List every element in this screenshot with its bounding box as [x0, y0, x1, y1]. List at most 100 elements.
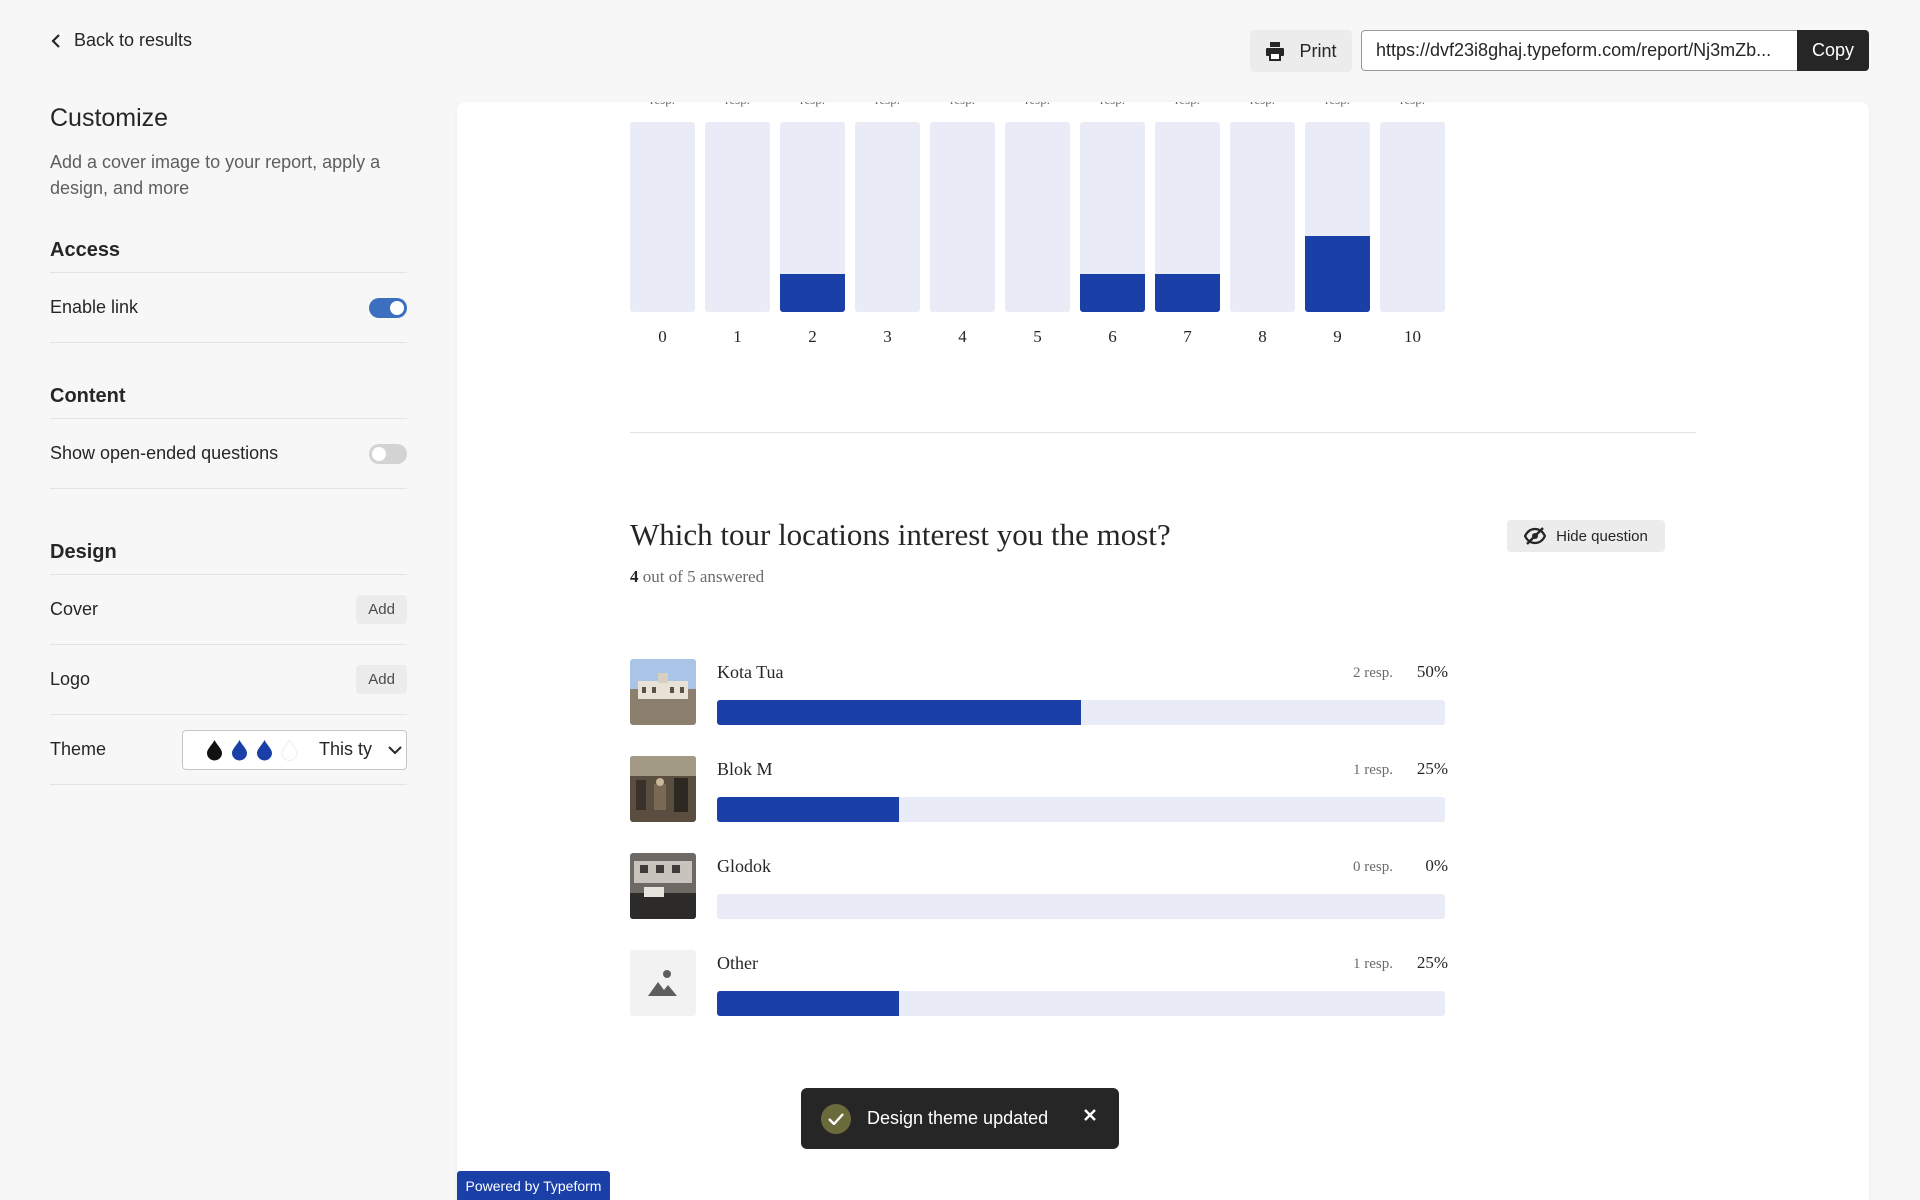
chevron-down-icon: [388, 745, 402, 754]
blok-m-photo: [630, 756, 696, 822]
list-item: Other 1 resp. 25%: [630, 950, 1448, 1016]
customize-sidebar: Customize Add a cover image to your repo…: [50, 104, 407, 785]
option-progress-track: [717, 991, 1445, 1016]
list-item: Glodok 0 resp. 0%: [630, 853, 1448, 919]
kota-tua-photo: [630, 659, 696, 725]
report-panel: resp. 0 resp. 1 resp. 2 resp. 3 resp. 4 resp. 5 resp…: [457, 102, 1869, 1200]
logo-label: Logo: [50, 669, 91, 689]
bar-track: [630, 122, 695, 312]
enable-link-row: Enable link: [50, 273, 407, 343]
close-icon[interactable]: [1083, 1108, 1097, 1122]
theme-color-drop-icon: [281, 738, 298, 761]
bar-track: [855, 122, 920, 312]
bar-top-label: resp.: [930, 102, 995, 108]
theme-row: Theme This ty: [50, 715, 407, 785]
report-url-field[interactable]: https://dvf23i8ghaj.typeform.com/report/…: [1361, 30, 1798, 71]
sidebar-subtitle: Add a cover image to your report, apply …: [50, 152, 381, 198]
list-item: Blok M 1 resp. 25%: [630, 756, 1448, 822]
bar-track: [1080, 122, 1145, 312]
x-tick-label: 4: [958, 327, 967, 346]
x-tick-label: 9: [1333, 327, 1342, 346]
bar-top-label: resp.: [630, 102, 695, 108]
option-percentage: 25%: [1416, 759, 1448, 778]
image-placeholder-icon: [630, 950, 696, 1016]
powered-by-typeform-badge[interactable]: Powered by Typeform: [457, 1171, 610, 1200]
option-percentage: 0%: [1425, 856, 1448, 875]
x-tick-label: 5: [1033, 327, 1042, 346]
toggle-knob: [372, 446, 386, 461]
cover-label: Cover: [50, 599, 99, 619]
add-logo-button[interactable]: Add: [356, 665, 407, 694]
answered-summary: 4 out of 5 answered: [630, 567, 764, 587]
x-tick-label: 2: [808, 327, 817, 346]
bar-top-label: resp.: [1005, 102, 1070, 108]
bar-track: [1230, 122, 1295, 312]
option-response-count: 1 resp.: [1353, 762, 1393, 778]
option-progress-fill: [717, 700, 1081, 725]
bar-top-label: resp.: [1155, 102, 1220, 108]
option-percentage: 50%: [1416, 662, 1448, 681]
theme-color-drop-icon: [232, 739, 247, 760]
option-name: Kota Tua: [717, 662, 784, 682]
bar-top-label: resp.: [780, 102, 845, 108]
bar-track: [1155, 122, 1220, 312]
x-tick-label: 8: [1258, 327, 1267, 346]
open-ended-row: Show open-ended questions: [50, 419, 407, 489]
option-progress-fill: [717, 991, 899, 1016]
glodok-photo: [630, 853, 696, 919]
bar-track: [1305, 122, 1370, 312]
chevron-left-icon: [51, 33, 60, 48]
enable-link-label: Enable link: [50, 297, 139, 317]
bar-track: [705, 122, 770, 312]
bar-top-label: resp.: [1080, 102, 1145, 108]
answered-suffix: out of 5 answered: [642, 567, 765, 586]
hide-question-label: Hide question: [1556, 527, 1648, 545]
sidebar-title: Customize: [50, 104, 169, 132]
design-heading: Design: [50, 541, 407, 575]
option-progress-track: [717, 894, 1445, 919]
x-tick-label: 0: [658, 327, 667, 346]
bar: [1305, 236, 1370, 312]
bar-track: [1005, 122, 1070, 312]
back-to-results-label: Back to results: [74, 30, 193, 50]
option-progress-fill: [717, 797, 899, 822]
access-heading: Access: [50, 239, 407, 273]
content-heading: Content: [50, 385, 407, 419]
option-name: Glodok: [717, 856, 771, 876]
bar-track: [930, 122, 995, 312]
print-label: Print: [1299, 40, 1337, 61]
x-tick-label: 6: [1108, 327, 1117, 346]
toggle-knob: [390, 300, 404, 315]
eye-off-icon: [1524, 527, 1547, 545]
bar: [1080, 274, 1145, 312]
add-cover-button[interactable]: Add: [356, 595, 407, 624]
bar-track: [780, 122, 845, 312]
theme-select[interactable]: This ty: [182, 729, 407, 770]
check-icon: [821, 1103, 851, 1134]
cover-row: Cover Add: [50, 575, 407, 645]
open-ended-toggle[interactable]: [369, 443, 407, 464]
open-ended-label: Show open-ended questions: [50, 443, 279, 463]
option-response-count: 1 resp.: [1353, 956, 1393, 972]
logo-row: Logo Add: [50, 645, 407, 715]
bar: [780, 274, 845, 312]
x-tick-label: 3: [883, 327, 892, 346]
section-divider: [630, 432, 1696, 433]
x-tick-label: 10: [1404, 327, 1421, 346]
printer-icon: [1266, 42, 1285, 61]
theme-select-value: This ty: [319, 739, 373, 759]
theme-color-drop-icon: [257, 739, 272, 760]
bar-top-label: resp.: [705, 102, 770, 108]
hide-question-button[interactable]: Hide question: [1507, 520, 1665, 552]
option-name: Other: [717, 953, 758, 973]
bar-top-label: resp.: [855, 102, 920, 108]
option-response-count: 0 resp.: [1353, 859, 1393, 875]
bar-top-label: resp.: [1230, 102, 1295, 108]
enable-link-toggle[interactable]: [369, 297, 407, 318]
bar-top-label: resp.: [1305, 102, 1370, 108]
print-button[interactable]: Print: [1250, 30, 1352, 72]
copy-url-button[interactable]: Copy: [1797, 30, 1869, 71]
x-tick-label: 1: [733, 327, 742, 346]
back-to-results-link[interactable]: Back to results: [50, 30, 192, 51]
option-progress-track: [717, 797, 1445, 822]
